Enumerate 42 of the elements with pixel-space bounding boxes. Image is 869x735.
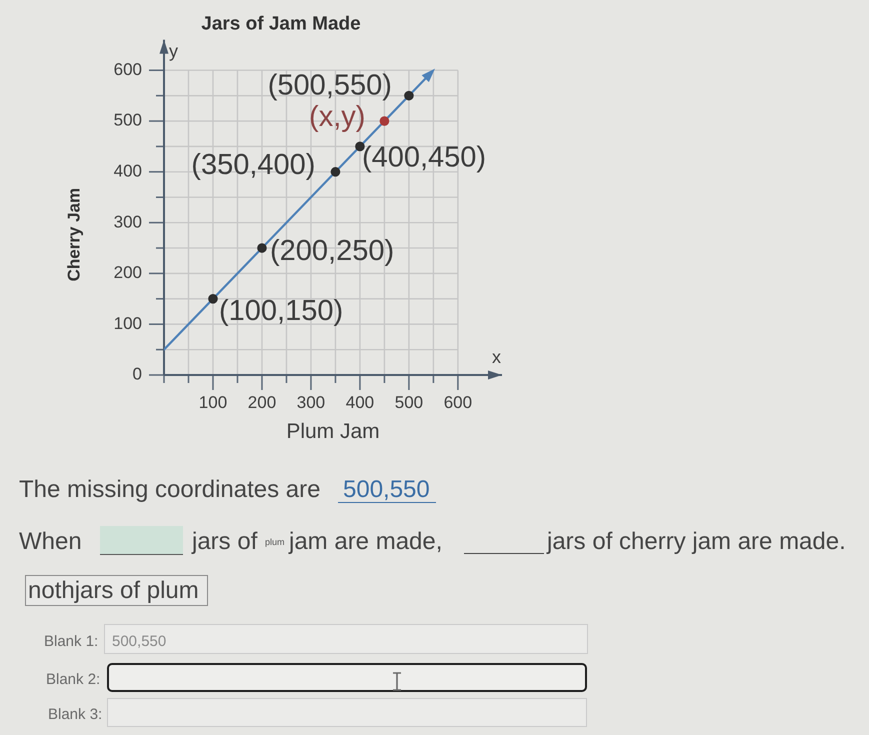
annotation: (400,450) bbox=[362, 141, 486, 174]
x-tick-label: 300 bbox=[296, 392, 326, 412]
point bbox=[380, 116, 390, 126]
text: When bbox=[19, 528, 82, 556]
chart-title: Jars of Jam Made bbox=[201, 14, 361, 35]
text: jam are made, bbox=[289, 528, 442, 556]
y-tick-label: 600 bbox=[114, 60, 142, 79]
text: plum bbox=[265, 537, 285, 547]
point bbox=[330, 167, 340, 177]
text: The missing coordinates are bbox=[19, 476, 320, 504]
y-tick-label: 0 bbox=[132, 364, 142, 384]
x-axis-title: Plum Jam bbox=[286, 420, 380, 444]
text: jars of cherry jam are made. bbox=[547, 528, 846, 556]
y-tick-label: 500 bbox=[114, 110, 142, 130]
annotation: (200,250) bbox=[270, 235, 394, 268]
text: jars of bbox=[192, 528, 258, 556]
x-tick-label: 400 bbox=[346, 392, 374, 412]
point bbox=[355, 142, 365, 152]
x-tick-label: 500 bbox=[394, 392, 424, 412]
annotation: (350,400) bbox=[191, 148, 316, 181]
point bbox=[404, 90, 414, 100]
y-tick-label: 300 bbox=[114, 212, 142, 232]
text: Blank 1: bbox=[44, 633, 98, 650]
y-tick-label: 400 bbox=[114, 162, 142, 181]
y-axis-title: Cherry Jam bbox=[64, 188, 84, 282]
x-tick-label: 200 bbox=[248, 392, 276, 412]
annotation: x bbox=[492, 346, 501, 367]
annotation: (x,y) bbox=[309, 101, 366, 134]
x-tick-label: 600 bbox=[444, 392, 472, 412]
answer-chip: nothjars of plum bbox=[25, 575, 208, 606]
annotation: y bbox=[169, 40, 178, 61]
annotation: (100,150) bbox=[218, 294, 344, 327]
point bbox=[208, 294, 218, 304]
y-tick-label: 200 bbox=[114, 263, 142, 282]
text: 500,550 bbox=[338, 476, 436, 503]
text: 500,550 bbox=[112, 633, 166, 650]
x-tick-label: 100 bbox=[198, 392, 228, 412]
y-tick-label: 100 bbox=[114, 314, 142, 333]
text: Blank 3: bbox=[48, 706, 102, 723]
annotation: (500,550) bbox=[268, 70, 392, 102]
point bbox=[257, 243, 267, 253]
text: Blank 2: bbox=[46, 671, 100, 688]
